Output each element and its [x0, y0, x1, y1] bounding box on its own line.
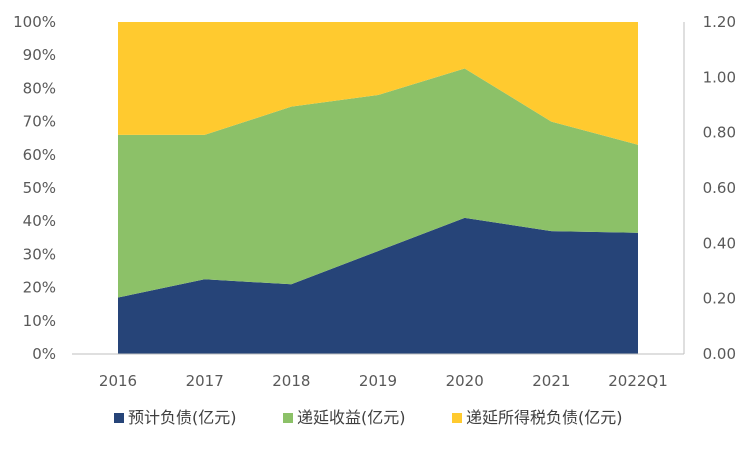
legend-item: 递延收益(亿元): [283, 408, 406, 427]
right-tick-label: 0.00: [703, 345, 736, 363]
axes: [72, 22, 685, 355]
x-tick-label: 2017: [186, 372, 224, 390]
left-tick-label: 30%: [23, 245, 56, 263]
x-tick-label: 2016: [99, 372, 137, 390]
x-tick-label: 2020: [446, 372, 484, 390]
area-series-3: [118, 22, 638, 145]
x-tick-label: 2018: [272, 372, 310, 390]
legend-swatch: [452, 413, 462, 423]
left-tick-label: 100%: [13, 13, 56, 31]
left-tick-label: 70%: [23, 113, 56, 131]
left-tick-label: 0%: [32, 345, 56, 363]
legend-swatch: [114, 413, 124, 423]
legend-item: 递延所得税负债(亿元): [452, 408, 623, 427]
legend-label: 预计负债(亿元): [128, 408, 237, 427]
x-axis-ticks: 2016 2017 2018 2019 2020 2021 2022Q1: [99, 372, 668, 390]
right-tick-label: 0.80: [703, 124, 736, 142]
left-axis-ticks: 0% 10% 20% 30% 40% 50% 60% 70% 80% 90% 100%: [13, 13, 56, 363]
left-tick-label: 40%: [23, 212, 56, 230]
left-tick-label: 80%: [23, 79, 56, 97]
right-tick-label: 1.00: [703, 68, 736, 86]
area-series-1: [118, 217, 638, 354]
legend-swatch: [283, 413, 293, 423]
legend-label: 递延所得税负债(亿元): [466, 408, 623, 427]
x-tick-label: 2021: [532, 372, 570, 390]
plot-areas: [118, 22, 638, 354]
left-tick-label: 90%: [23, 46, 56, 64]
legend-label: 递延收益(亿元): [297, 408, 406, 427]
left-tick-label: 10%: [23, 312, 56, 330]
right-tick-label: 0.60: [703, 179, 736, 197]
x-tick-label: 2022Q1: [608, 372, 668, 390]
left-tick-label: 60%: [23, 146, 56, 164]
right-tick-label: 0.20: [703, 290, 736, 308]
right-axis-ticks: 0.00 0.20 0.40 0.60 0.80 1.00 1.20: [703, 13, 736, 363]
right-tick-label: 0.40: [703, 234, 736, 252]
area-series-2: [118, 68, 638, 298]
left-tick-label: 50%: [23, 179, 56, 197]
legend: 预计负债(亿元) 递延收益(亿元) 递延所得税负债(亿元): [114, 408, 623, 427]
legend-item: 预计负债(亿元): [114, 408, 237, 427]
x-tick-label: 2019: [359, 372, 397, 390]
right-tick-label: 1.20: [703, 13, 736, 31]
watermark: 百家号/享迎: [664, 424, 744, 442]
left-tick-label: 20%: [23, 279, 56, 297]
